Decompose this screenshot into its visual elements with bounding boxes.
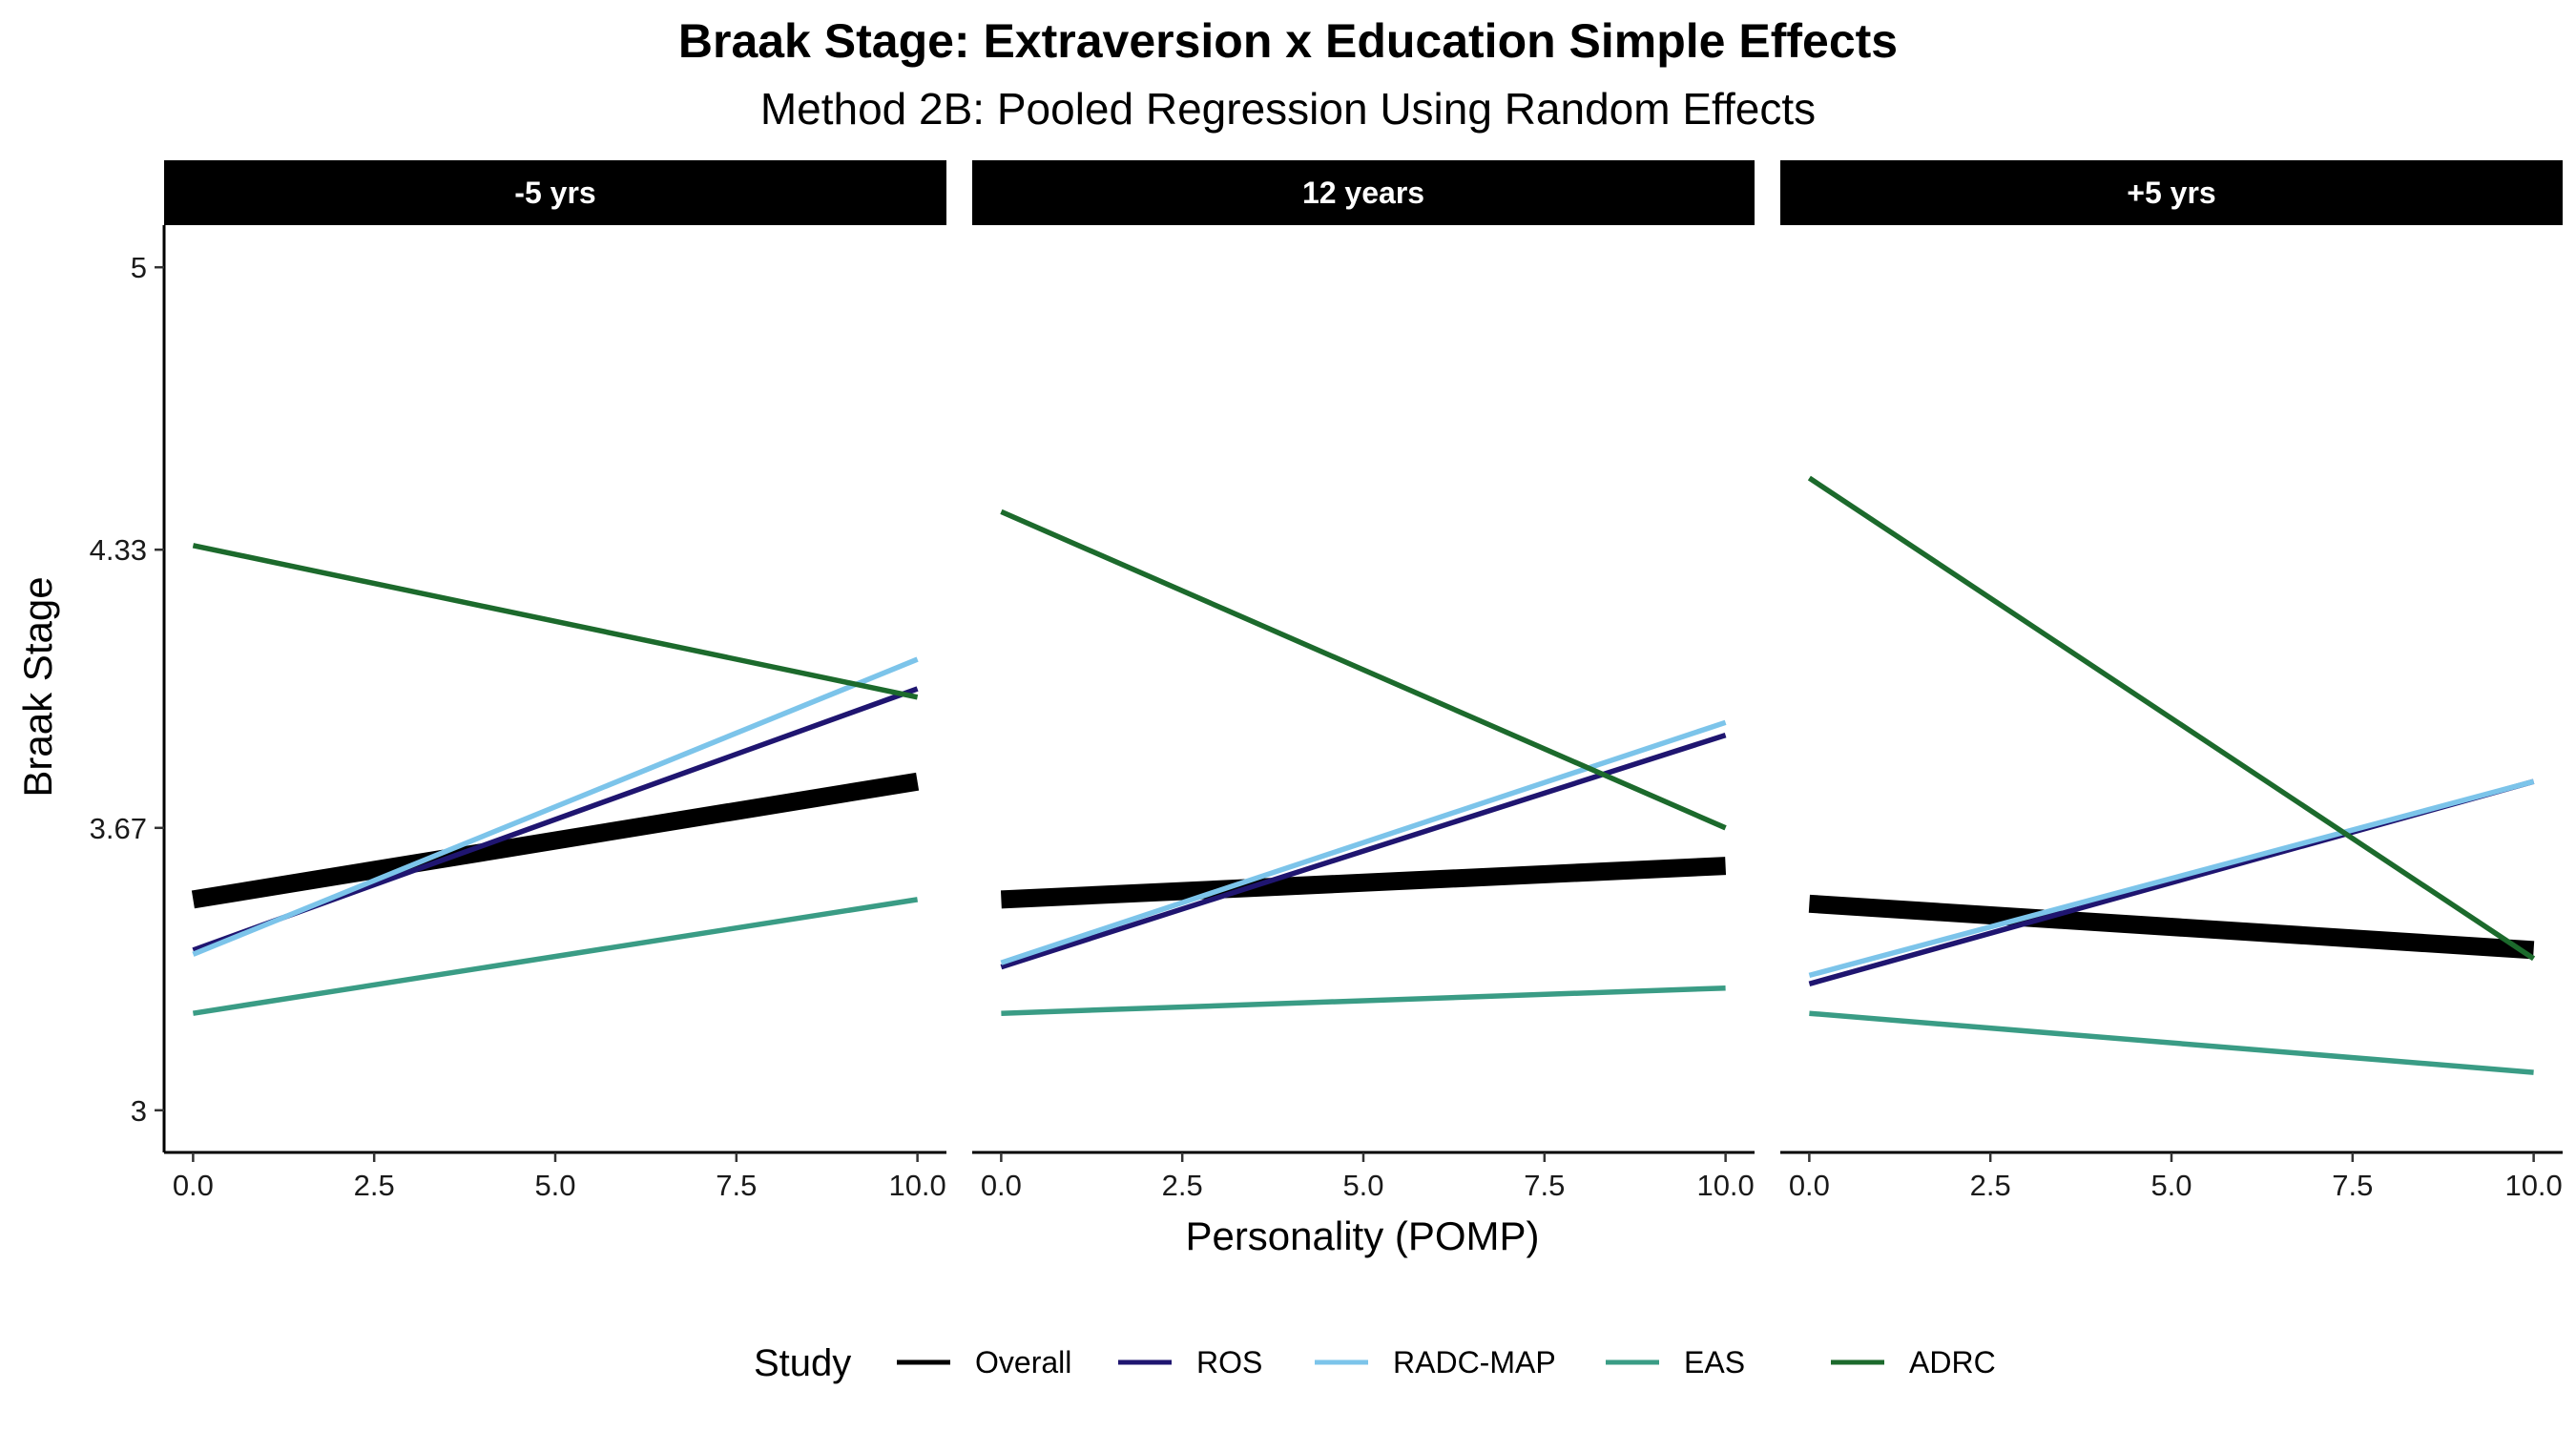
legend: Study Overall ROS RADC-MAP EAS ADRC (754, 1342, 1996, 1384)
series-line-ros (1000, 732, 1727, 970)
series-line-radc-map (192, 656, 919, 957)
x-tick-label: 2.5 (1162, 1169, 1203, 1202)
x-tick-label: 5.0 (2150, 1169, 2192, 1202)
legend-label: ROS (1196, 1345, 1262, 1379)
series-line-overall (1808, 894, 2535, 960)
series-line-eas (1001, 985, 1726, 1016)
series-line-overall (191, 772, 920, 909)
series-line-adrc (1807, 475, 2536, 962)
panels: -5 yrs 0.0 2.5 5.0 7.5 10.0 3 3.67 4.33 5 12 years… (90, 160, 2563, 1202)
legend-label: ADRC (1909, 1345, 1996, 1379)
legend-label: Overall (975, 1345, 1071, 1379)
legend-item-eas: EAS (1606, 1345, 1745, 1379)
x-tick-label: 5.0 (1342, 1169, 1383, 1202)
panel-strip (1780, 160, 2563, 225)
panel-5-yrs: +5 yrs 0.0 2.5 5.0 7.5 10.0 (1780, 160, 2563, 1202)
legend-label: RADC-MAP (1393, 1345, 1556, 1379)
chart-title: Braak Stage: Extraversion x Education Si… (678, 14, 1898, 68)
x-tick-label: 0.0 (1789, 1169, 1830, 1202)
x-tick-label: 0.0 (981, 1169, 1022, 1202)
x-tick-label: 5.0 (534, 1169, 575, 1202)
panel-strip-label: 12 years (1302, 176, 1424, 210)
chart-subtitle: Method 2B: Pooled Regression Using Rando… (760, 84, 1816, 134)
legend-title: Study (754, 1342, 851, 1384)
x-tick-label: 10.0 (1696, 1169, 1754, 1202)
legend-item-radc-map: RADC-MAP (1315, 1345, 1556, 1379)
panel-strip (972, 160, 1755, 225)
series-line-adrc (192, 543, 919, 700)
panel-5-yrs: -5 yrs 0.0 2.5 5.0 7.5 10.0 3 3.67 4.33 5 (90, 160, 946, 1202)
panel-strip-label: -5 yrs (514, 176, 595, 210)
x-tick-label: 2.5 (1970, 1169, 2011, 1202)
legend-item-adrc: ADRC (1831, 1345, 1996, 1379)
series-line-radc-map (1808, 778, 2535, 979)
x-tick-label: 0.0 (173, 1169, 214, 1202)
series-line-eas (1809, 1010, 2534, 1075)
y-tick-label: 3.67 (90, 812, 147, 845)
y-axis-title: Braak Stage (15, 576, 60, 797)
panel-strip-label: +5 yrs (2127, 176, 2215, 210)
legend-item-overall: Overall (897, 1345, 1071, 1379)
y-tick-label: 3 (131, 1094, 147, 1128)
x-tick-label: 2.5 (354, 1169, 395, 1202)
legend-item-ros: ROS (1118, 1345, 1262, 1379)
x-tick-label: 7.5 (1524, 1169, 1565, 1202)
series-line-overall (1000, 857, 1727, 909)
series-line-radc-map (1000, 719, 1727, 965)
y-tick-label: 4.33 (90, 533, 147, 567)
panel-12-years: 12 years 0.0 2.5 5.0 7.5 10.0 (972, 160, 1755, 1202)
series-line-eas (192, 897, 919, 1016)
x-tick-label: 10.0 (888, 1169, 945, 1202)
x-tick-label: 7.5 (716, 1169, 757, 1202)
series-line-adrc (1000, 508, 1727, 831)
x-tick-label: 10.0 (2504, 1169, 2562, 1202)
y-tick-label: 5 (131, 251, 147, 284)
panel-strip (164, 160, 946, 225)
x-axis-title: Personality (POMP) (1185, 1213, 1539, 1258)
x-tick-label: 7.5 (2332, 1169, 2373, 1202)
legend-label: EAS (1684, 1345, 1745, 1379)
